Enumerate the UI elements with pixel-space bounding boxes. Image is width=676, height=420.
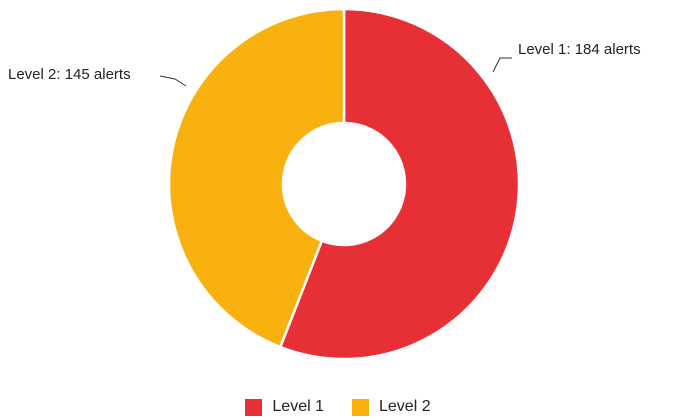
data-label-level-1: Level 1: 184 alerts	[518, 41, 641, 58]
callout-leaders	[159, 57, 512, 87]
data-label-level-2: Level 2: 145 alerts	[8, 66, 131, 83]
slice-level-1[interactable]	[278, 7, 521, 361]
slice-level-2[interactable]	[167, 7, 346, 349]
data-labels: Level 1: 184 alerts Level 2: 145 alerts	[8, 41, 641, 83]
slices	[167, 7, 521, 361]
legend-item-level-1[interactable]: Level 1	[245, 394, 324, 420]
leader-line-1	[492, 57, 512, 73]
legend-label-level-2: Level 2	[379, 398, 431, 415]
leader-line-2	[159, 75, 187, 87]
legend-label-level-1: Level 1	[272, 398, 324, 415]
legend: Level 1 Level 2	[0, 394, 676, 420]
legend-swatch-level-1	[245, 399, 263, 416]
legend-item-level-2[interactable]: Level 2	[352, 394, 431, 420]
legend-swatch-level-2	[352, 399, 369, 416]
donut-chart: Level 1: 184 alerts Level 2: 145 alerts	[8, 7, 641, 361]
